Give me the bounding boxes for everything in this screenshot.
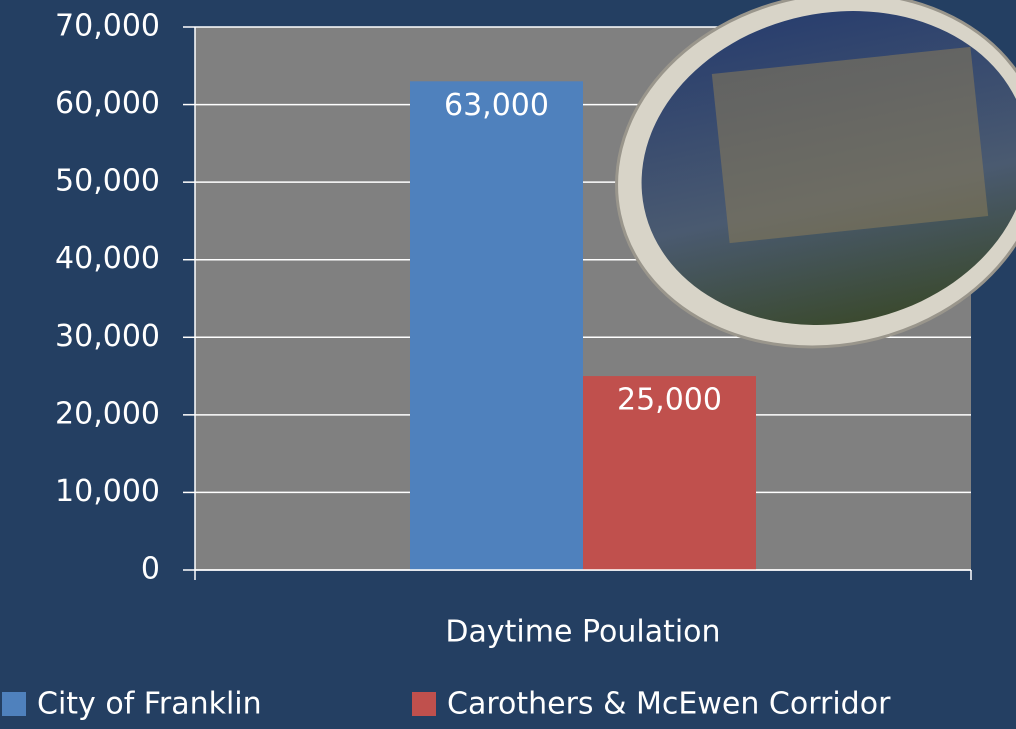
y-tick-label: 40,000 (55, 241, 160, 276)
legend-label: Carothers & McEwen Corridor (447, 687, 891, 722)
page: 63,000 25,000 0 10,000 20,000 30,000 40,000 50… (0, 0, 1016, 729)
y-tick-label: 60,000 (55, 86, 160, 121)
legend-item: City of Franklin (2, 687, 262, 722)
y-tick-label: 50,000 (55, 164, 160, 199)
chart: 63,000 25,000 0 10,000 20,000 30,000 40,000 50… (0, 0, 1016, 729)
y-tick-label: 0 (141, 552, 160, 587)
value-label: 25,000 (617, 383, 722, 418)
x-tick-label: Daytime Poulation (445, 615, 720, 650)
value-label: 63,000 (444, 88, 549, 123)
y-tick-label: 70,000 (55, 9, 160, 44)
legend-item: Carothers & McEwen Corridor (412, 687, 891, 722)
y-tick-label: 30,000 (55, 319, 160, 354)
bar (410, 81, 583, 570)
legend-swatch (412, 692, 436, 716)
legend-swatch (2, 692, 26, 716)
legend-label: City of Franklin (37, 687, 262, 722)
y-tick-label: 20,000 (55, 396, 160, 431)
y-tick-label: 10,000 (55, 474, 160, 509)
